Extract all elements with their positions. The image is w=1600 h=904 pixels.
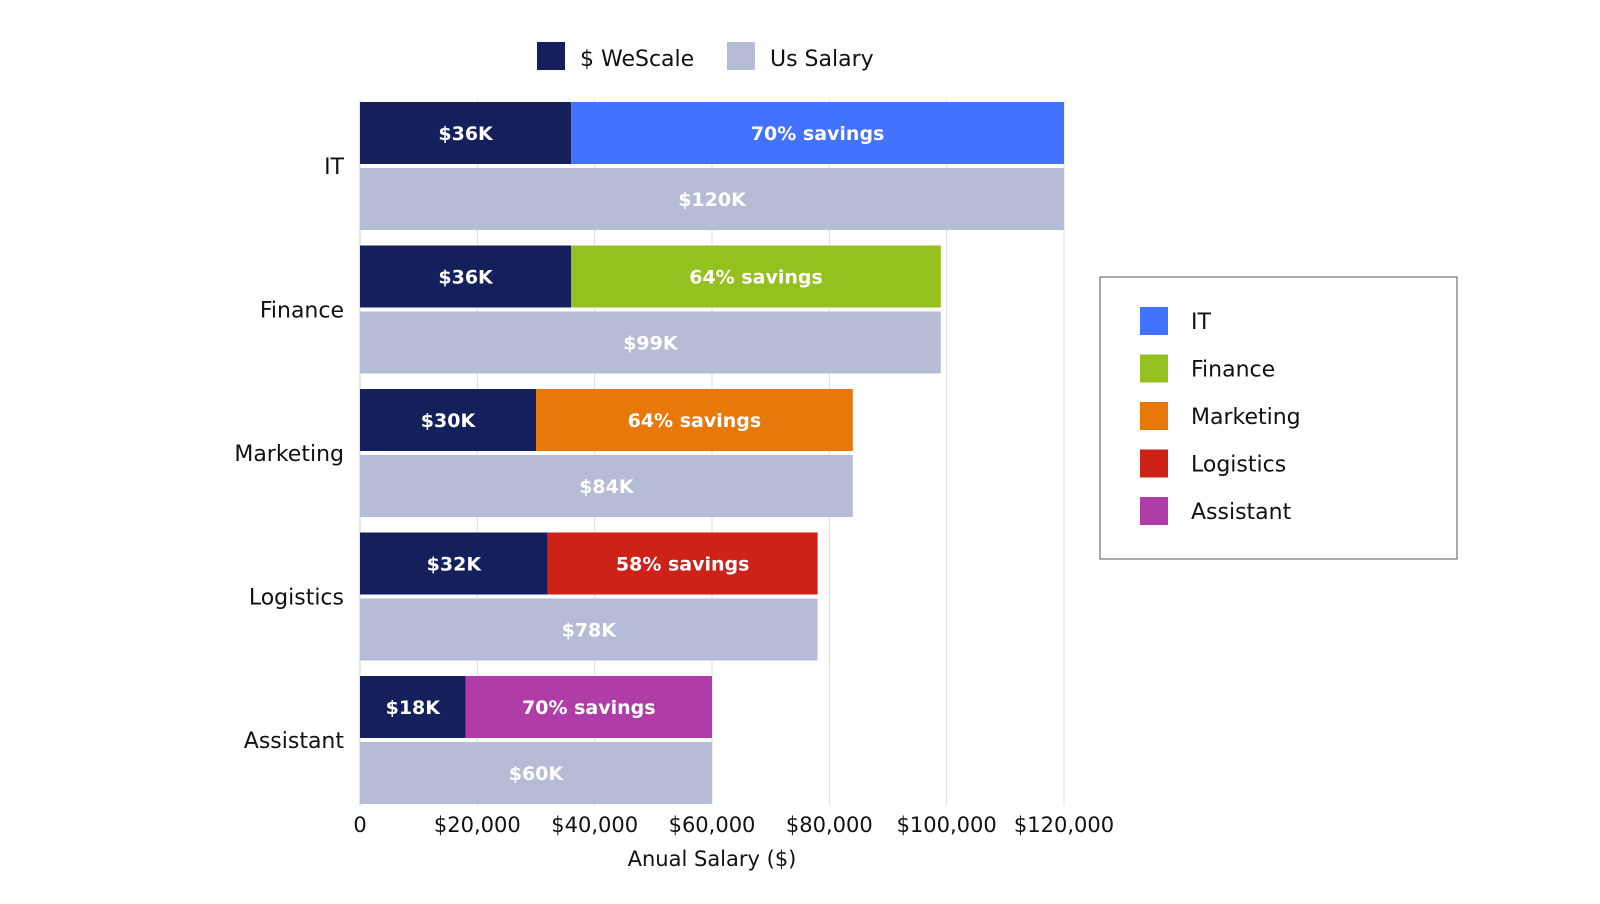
category-label: Finance: [260, 299, 344, 324]
category-label: Logistics: [249, 586, 344, 611]
us-salary-bar-label: $84K: [579, 476, 635, 498]
x-tick-label: $120,000: [1014, 813, 1114, 837]
savings-bar-label: 64% savings: [689, 267, 823, 289]
savings-bar: [571, 245, 941, 308]
x-axis-title: Anual Salary ($): [628, 847, 797, 871]
category-legend-swatch: [1140, 497, 1168, 525]
wescale-bar: [360, 676, 466, 738]
us-salary-bar-label: $60K: [509, 763, 565, 785]
x-tick-label: 0: [353, 813, 366, 837]
savings-bar-label: 70% savings: [522, 697, 656, 719]
savings-bar: [465, 676, 712, 738]
wescale-bar-label: $36K: [438, 123, 494, 145]
wescale-bar-label: $32K: [427, 554, 483, 576]
category-legend: IT Finance Marketing Logistics Assistant: [1099, 276, 1458, 560]
category-legend-label: Assistant: [1191, 500, 1292, 525]
wescale-bar: [360, 532, 548, 595]
us-salary-bar: [360, 311, 941, 374]
wescale-bar-label: $36K: [438, 267, 494, 289]
bar-layer: $36K 70% savings $120K $36K 64% savings $99K $…: [360, 102, 1064, 804]
savings-bar-label: 58% savings: [616, 554, 750, 576]
category-legend-swatch: [1140, 307, 1168, 335]
x-tick-label: $100,000: [897, 813, 997, 837]
us-salary-bar-label: $78K: [562, 620, 618, 642]
wescale-bar: [360, 102, 572, 164]
category-legend-label: Finance: [1191, 358, 1275, 383]
top-legend-swatch: [537, 42, 565, 70]
x-tick-label: $40,000: [551, 813, 638, 837]
category-legend-label: IT: [1191, 310, 1211, 335]
category-label: Assistant: [244, 729, 345, 754]
top-legend-label: $ WeScale: [580, 47, 694, 72]
savings-bar-label: 64% savings: [628, 410, 762, 432]
top-legend-label: Us Salary: [770, 47, 874, 72]
category-label: Marketing: [234, 442, 344, 467]
category-legend-label: Logistics: [1191, 453, 1286, 478]
category-legend-swatch: [1140, 354, 1168, 383]
savings-bar: [571, 102, 1064, 164]
category-legend-swatch: [1140, 449, 1168, 478]
category-label: IT: [324, 155, 344, 180]
top-legend: $ WeScale Us Salary: [537, 42, 874, 72]
axis-layer: IT Finance Marketing Logistics Assistant 0 $20…: [234, 155, 1114, 871]
category-legend-label: Marketing: [1191, 405, 1301, 430]
us-salary-bar: [360, 598, 818, 661]
top-legend-swatch: [727, 42, 755, 70]
us-salary-bar: [360, 168, 1064, 230]
savings-bar-label: 70% savings: [751, 123, 885, 145]
wescale-bar-label: $30K: [421, 410, 477, 432]
savings-bar: [536, 389, 853, 451]
category-legend-swatch: [1140, 402, 1168, 430]
us-salary-bar-label: $99K: [623, 333, 679, 355]
us-salary-bar: [360, 742, 712, 804]
us-salary-bar-label: $120K: [678, 189, 747, 211]
x-tick-label: $80,000: [786, 813, 873, 837]
us-salary-bar: [360, 455, 853, 517]
wescale-bar-label: $18K: [386, 697, 442, 719]
wescale-bar: [360, 245, 572, 308]
x-tick-label: $60,000: [669, 813, 756, 837]
savings-bar: [547, 532, 818, 595]
wescale-bar: [360, 389, 536, 451]
x-tick-label: $20,000: [434, 813, 521, 837]
